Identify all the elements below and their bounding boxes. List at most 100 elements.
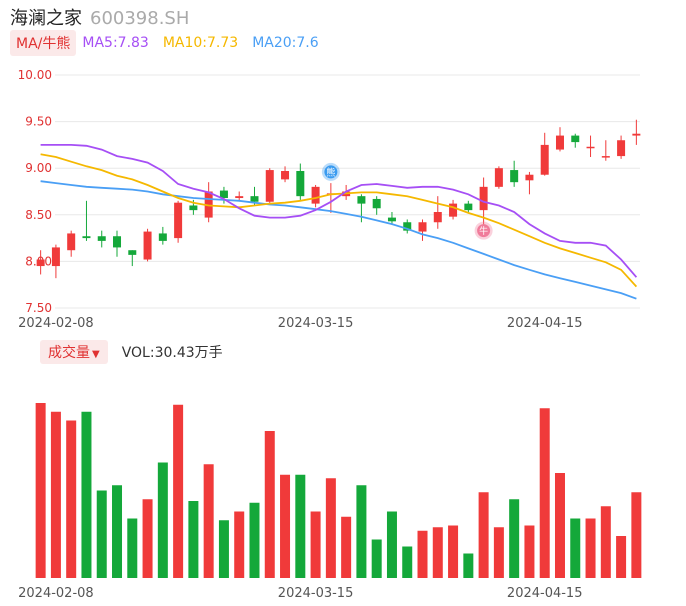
volume-bar bbox=[493, 527, 504, 578]
volume-bar bbox=[127, 518, 138, 578]
volume-bar bbox=[295, 474, 306, 578]
candle-body bbox=[510, 170, 519, 183]
sell-marker-icon bbox=[324, 165, 338, 179]
price-date-tick-label: 2024-03-15 bbox=[278, 316, 354, 331]
candle-body bbox=[36, 259, 45, 267]
candle-body bbox=[479, 186, 488, 211]
candle-body bbox=[67, 233, 76, 251]
buy-marker-icon bbox=[477, 224, 491, 238]
volume-bar bbox=[280, 474, 291, 578]
ma20-line bbox=[40, 180, 637, 300]
candle-body bbox=[296, 170, 305, 197]
volume-bar bbox=[341, 516, 352, 578]
candle-body bbox=[204, 191, 213, 218]
volume-legend: 成交量 ▼ VOL:30.43万手 bbox=[40, 340, 223, 364]
volume-bar bbox=[478, 492, 489, 578]
candle-body bbox=[357, 196, 366, 204]
candle-body bbox=[174, 202, 183, 239]
ma10-line bbox=[40, 153, 638, 288]
candle-body bbox=[494, 168, 503, 187]
candle-body bbox=[449, 203, 458, 217]
ma-selector-button[interactable]: MA/牛熊 bbox=[10, 30, 77, 56]
volume-bar bbox=[631, 492, 642, 578]
volume-selector-label: 成交量 bbox=[48, 345, 90, 361]
ma20-label: MA20:7.6 bbox=[252, 35, 319, 51]
volume-bar bbox=[157, 462, 168, 578]
volume-bar bbox=[509, 499, 520, 578]
candle-body bbox=[82, 236, 91, 239]
candle-body bbox=[311, 186, 320, 204]
candle-body bbox=[387, 217, 396, 222]
sell-marker-label: 熊 bbox=[326, 166, 335, 178]
volume-bar bbox=[35, 403, 46, 578]
candle-body bbox=[403, 222, 412, 231]
volume-bar bbox=[371, 539, 382, 578]
volume-bar bbox=[432, 527, 443, 578]
volume-bar bbox=[616, 536, 627, 578]
volume-bar bbox=[524, 525, 535, 578]
volume-bar bbox=[585, 518, 596, 578]
candle-body bbox=[128, 250, 137, 255]
volume-bar bbox=[448, 525, 459, 578]
volume-bar bbox=[203, 464, 214, 578]
title-row: 海澜之家 600398.SH bbox=[10, 4, 190, 29]
candle-body bbox=[540, 144, 549, 175]
candle-body bbox=[250, 196, 259, 202]
volume-bar bbox=[81, 411, 92, 578]
price-tick-label: 10.00 bbox=[18, 68, 52, 82]
price-date-tick-label: 2024-04-15 bbox=[507, 316, 583, 331]
volume-date-tick-label: 2024-02-08 bbox=[18, 586, 94, 601]
ma-legend: MA/牛熊 MA5:7.83 MA10:7.73 MA20:7.6 bbox=[10, 30, 333, 56]
price-tick-label: 9.50 bbox=[25, 115, 52, 129]
candle-body bbox=[113, 236, 122, 248]
candle-body bbox=[418, 222, 427, 232]
volume-bar bbox=[402, 546, 413, 578]
candle-body bbox=[601, 156, 610, 158]
volume-bar bbox=[539, 408, 550, 578]
candle-body bbox=[433, 212, 442, 223]
candle-body bbox=[143, 231, 152, 260]
candle-body bbox=[235, 196, 244, 199]
volume-bar bbox=[173, 404, 184, 578]
candle-body bbox=[97, 236, 106, 241]
volume-value: VOL:30.43万手 bbox=[121, 345, 223, 361]
price-tick-label: 8.50 bbox=[25, 208, 52, 222]
volume-date-tick-label: 2024-04-15 bbox=[507, 586, 583, 601]
ma5-line bbox=[40, 143, 638, 278]
volume-bar bbox=[417, 530, 428, 578]
volume-bar bbox=[554, 473, 565, 578]
ma10-label: MA10:7.73 bbox=[162, 35, 239, 51]
candle-body bbox=[372, 198, 381, 209]
candle-body bbox=[632, 133, 641, 136]
candle-body bbox=[555, 135, 564, 150]
volume-bar bbox=[325, 478, 336, 578]
ma5-label: MA5:7.83 bbox=[82, 35, 149, 51]
candle-body bbox=[586, 146, 595, 149]
volume-bar bbox=[218, 520, 229, 578]
volume-bar bbox=[570, 518, 581, 578]
volume-bar bbox=[310, 511, 321, 578]
buy-marker-label: 牛 bbox=[479, 225, 488, 237]
volume-bar bbox=[142, 499, 153, 578]
stock-code: 600398.SH bbox=[90, 8, 190, 29]
volume-bar bbox=[463, 553, 474, 578]
stock-name: 海澜之家 bbox=[10, 8, 82, 29]
volume-bar bbox=[264, 431, 275, 578]
volume-bar bbox=[600, 506, 611, 578]
candle-body bbox=[617, 140, 626, 157]
volume-bar bbox=[96, 490, 107, 578]
price-date-tick-label: 2024-02-08 bbox=[18, 316, 94, 331]
volume-bar bbox=[66, 420, 77, 578]
candle-body bbox=[525, 174, 534, 181]
candle-body bbox=[571, 135, 580, 143]
candle-body bbox=[464, 203, 473, 211]
chevron-down-icon: ▼ bbox=[92, 349, 100, 360]
price-tick-label: 9.00 bbox=[25, 161, 52, 175]
volume-bar bbox=[234, 511, 245, 578]
candle-body bbox=[158, 233, 167, 241]
candle-body bbox=[219, 190, 228, 199]
volume-bar bbox=[188, 501, 199, 578]
volume-selector-button[interactable]: 成交量 ▼ bbox=[40, 340, 108, 364]
volume-bar bbox=[386, 511, 397, 578]
